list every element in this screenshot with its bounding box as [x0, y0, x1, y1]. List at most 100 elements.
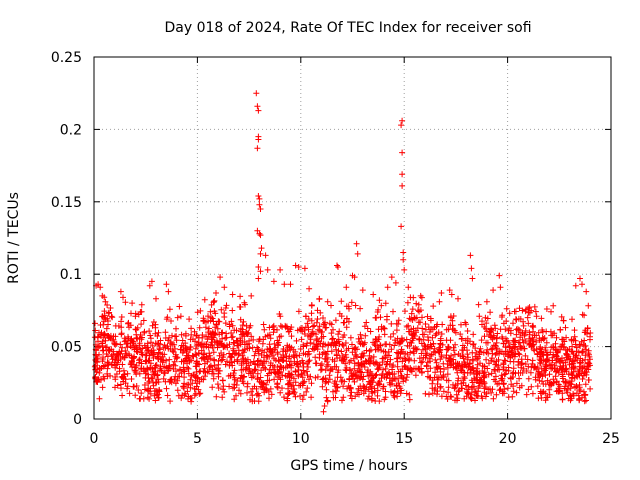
data-point [99, 384, 106, 391]
data-point [478, 337, 485, 344]
data-point [399, 117, 406, 124]
data-point [223, 334, 230, 341]
data-point [298, 371, 305, 377]
data-point [444, 371, 451, 378]
data-point [192, 345, 199, 352]
data-point [113, 361, 120, 368]
data-point [200, 368, 207, 375]
data-point [98, 365, 105, 371]
data-point [195, 386, 202, 393]
data-point [339, 341, 346, 348]
data-point [579, 376, 586, 382]
data-point [432, 356, 439, 363]
data-point [229, 291, 236, 298]
data-point [398, 335, 405, 342]
data-point [178, 358, 185, 365]
data-point [436, 346, 443, 353]
data-point [427, 315, 434, 322]
data-point [199, 340, 205, 347]
data-point [395, 349, 402, 356]
data-point [482, 393, 489, 400]
data-point [245, 370, 252, 377]
data-point [254, 103, 261, 110]
chart-title: Day 018 of 2024, Rate Of TEC Index for r… [164, 20, 531, 36]
data-point [576, 396, 583, 403]
data-point [581, 391, 588, 398]
data-point [584, 363, 591, 370]
data-point [133, 348, 140, 355]
data-point [254, 346, 261, 353]
data-point [584, 330, 590, 337]
data-point [370, 353, 377, 360]
data-point [359, 361, 365, 368]
data-point [405, 322, 412, 329]
data-point [357, 374, 364, 381]
data-point [560, 317, 567, 324]
data-point [148, 374, 155, 381]
data-point [136, 357, 142, 364]
data-point [228, 334, 235, 341]
data-point [575, 370, 582, 377]
data-point [500, 361, 507, 368]
data-point [336, 328, 343, 335]
data-point [347, 392, 354, 399]
data-point [178, 342, 185, 349]
data-point [333, 363, 340, 370]
data-point [272, 369, 279, 376]
data-point [583, 346, 590, 353]
data-point [122, 380, 129, 387]
data-point [257, 268, 264, 275]
data-point [316, 295, 323, 302]
data-point [151, 350, 158, 357]
data-point [367, 368, 374, 375]
data-point [141, 342, 148, 349]
data-point [334, 374, 341, 381]
data-point [264, 266, 271, 273]
data-point [246, 365, 253, 372]
data-point [160, 375, 167, 382]
data-point [504, 385, 511, 392]
data-point [345, 318, 352, 325]
data-point [210, 349, 217, 356]
data-point [581, 312, 588, 319]
data-point [100, 334, 107, 341]
data-point [325, 361, 332, 368]
data-point [306, 357, 313, 364]
data-point [503, 305, 510, 312]
data-point [470, 341, 477, 347]
data-point [519, 307, 526, 314]
data-point [318, 361, 325, 367]
data-point [563, 352, 570, 359]
data-point [526, 309, 533, 316]
data-point [104, 373, 111, 380]
data-point [520, 322, 527, 329]
data-point [349, 341, 355, 348]
data-point [201, 365, 208, 372]
data-point [513, 316, 520, 323]
data-point [562, 378, 569, 385]
data-point [329, 340, 335, 346]
data-point [277, 322, 284, 329]
data-point [416, 308, 423, 315]
data-point [140, 317, 147, 324]
data-point [167, 376, 174, 383]
data-point [193, 358, 200, 365]
data-point [310, 323, 316, 330]
data-point [571, 358, 578, 364]
data-point [572, 365, 579, 372]
data-point [307, 336, 314, 343]
data-point [175, 392, 182, 399]
data-point [527, 341, 534, 348]
data-point [348, 299, 355, 306]
data-point [226, 321, 233, 328]
data-point [105, 360, 112, 367]
data-point [440, 360, 447, 367]
data-point [336, 310, 343, 317]
data-point [529, 323, 536, 330]
data-point [576, 360, 583, 367]
data-point [496, 272, 503, 279]
data-point [285, 355, 292, 362]
data-point [429, 334, 436, 341]
data-point [305, 364, 311, 370]
data-point [152, 397, 159, 404]
